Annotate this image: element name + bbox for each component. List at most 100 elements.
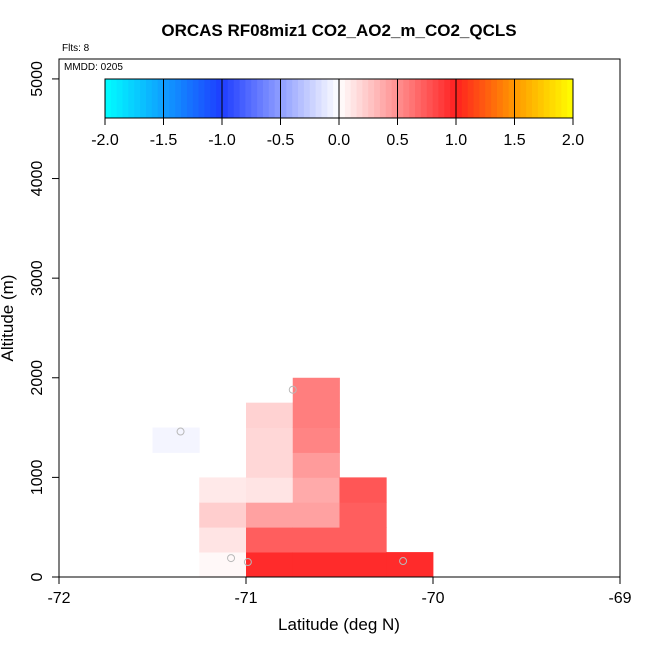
colorbar-swatch xyxy=(321,79,328,118)
colorbar-swatch xyxy=(520,79,527,118)
colorbar-swatch xyxy=(257,79,264,118)
colorbar-swatch xyxy=(239,79,246,118)
heatmap-cell xyxy=(386,552,434,578)
colorbar-swatch xyxy=(374,79,381,118)
colorbar-swatch xyxy=(356,79,363,118)
heatmap-cell xyxy=(199,527,247,553)
heatmap-cell xyxy=(292,502,340,528)
heatmap-cell xyxy=(339,552,387,578)
colorbar-tick-label: 1.5 xyxy=(503,132,525,149)
y-tick-label: 1000 xyxy=(29,459,46,495)
colorbar-swatch xyxy=(514,79,521,118)
colorbar-swatch xyxy=(315,79,322,118)
colorbar: -2.0 -1.5 -1.0 -0.5 0.0 0.5 1.0 1.5 2.0 xyxy=(91,78,584,149)
colorbar-swatch xyxy=(122,79,129,118)
heatmap-cell xyxy=(292,477,340,503)
colorbar-swatch xyxy=(274,79,281,118)
colorbar-swatch xyxy=(379,79,387,118)
heatmap-cell xyxy=(246,527,294,553)
colorbar-swatch xyxy=(298,79,305,118)
colorbar-swatch xyxy=(526,79,533,118)
heatmap-cell xyxy=(199,502,247,528)
colorbar-swatch xyxy=(134,79,141,118)
colorbar-swatch xyxy=(186,79,194,118)
colorbar-swatch xyxy=(286,79,293,118)
colorbar-swatch xyxy=(128,79,135,118)
colorbar-swatch xyxy=(409,79,416,118)
colorbar-swatch xyxy=(391,79,398,118)
colorbar-swatch xyxy=(420,79,428,118)
colorbar-swatch xyxy=(543,79,551,118)
colorbar-tick-label: 1.0 xyxy=(445,132,467,149)
heatmap-cell xyxy=(199,477,247,503)
colorbar-swatch xyxy=(567,79,574,118)
colorbar-swatch xyxy=(181,79,188,118)
data-point-marker xyxy=(243,558,252,567)
colorbar-swatch xyxy=(426,79,434,118)
colorbar-swatch xyxy=(251,79,258,118)
heatmap-cell xyxy=(246,427,294,453)
colorbar-swatch xyxy=(561,79,568,118)
colorbar-swatch xyxy=(555,79,562,118)
colorbar-swatch xyxy=(438,79,445,118)
colorbar-swatch xyxy=(309,79,317,118)
plot-frame xyxy=(58,58,621,578)
colorbar-swatch xyxy=(333,79,340,118)
heatmap-cell xyxy=(246,452,294,478)
colorbar-tick-label: 0.0 xyxy=(328,132,350,149)
data-point-marker xyxy=(399,557,408,566)
colorbar-swatch xyxy=(140,79,147,118)
y-tick-label: 5000 xyxy=(29,61,46,97)
heatmap-cell xyxy=(246,502,294,528)
heatmap-cell xyxy=(339,527,387,553)
colorbar-swatch xyxy=(456,79,463,118)
colorbar-swatch xyxy=(549,79,556,118)
data-point-marker xyxy=(176,427,185,436)
y-axis-label: Altitude (m) xyxy=(0,275,17,362)
heatmap-cell xyxy=(339,502,387,528)
colorbar-tick-label: 0.5 xyxy=(386,132,408,149)
colorbar-swatch xyxy=(157,79,164,118)
colorbar-swatch xyxy=(227,79,235,118)
chart-title: ORCAS RF08miz1 CO2_AO2_m_CO2_QCLS xyxy=(161,21,516,40)
heatmap-cell xyxy=(339,477,387,503)
colorbar-swatch xyxy=(532,79,539,118)
colorbar-swatch xyxy=(204,79,211,118)
colorbar-swatch xyxy=(496,79,504,118)
colorbar-swatch xyxy=(403,79,410,118)
colorbar-swatch xyxy=(432,79,439,118)
x-tick-label: -69 xyxy=(608,590,631,607)
colorbar-swatch xyxy=(175,79,182,118)
colorbar-swatch xyxy=(485,79,492,118)
data-point-marker xyxy=(227,554,236,563)
heatmap-cell xyxy=(246,402,294,428)
colorbar-swatch xyxy=(397,79,404,118)
colorbar-swatch xyxy=(163,79,170,118)
x-tick-label: -71 xyxy=(234,590,257,607)
colorbar-swatch xyxy=(450,79,457,118)
heatmap-cell xyxy=(199,552,247,578)
colorbar-swatch xyxy=(473,79,480,118)
colorbar-tick-label: -1.5 xyxy=(150,132,178,149)
colorbar-swatch xyxy=(502,79,510,118)
colorbar-swatch xyxy=(192,79,200,118)
colorbar-swatch xyxy=(280,79,287,118)
x-tick-label: -70 xyxy=(421,590,444,607)
colorbar-swatch xyxy=(151,79,159,118)
x-tick-label: -72 xyxy=(47,590,70,607)
colorbar-swatch xyxy=(508,79,515,118)
colorbar-swatch xyxy=(339,79,346,118)
colorbar-swatch xyxy=(327,79,334,118)
colorbar-swatch xyxy=(344,79,352,118)
colorbar-tick-label: -1.0 xyxy=(208,132,236,149)
colorbar-swatch xyxy=(350,79,358,118)
heatmap-cell xyxy=(292,402,340,428)
colorbar-swatch xyxy=(116,79,124,118)
colorbar-tick-label: -2.0 xyxy=(91,132,119,149)
flights-annotation: Flts: 8 xyxy=(62,43,90,54)
heatmap-cell xyxy=(246,552,294,578)
heatmap-cell xyxy=(152,427,200,453)
colorbar-swatch xyxy=(292,79,299,118)
colorbar-swatch xyxy=(233,79,241,118)
